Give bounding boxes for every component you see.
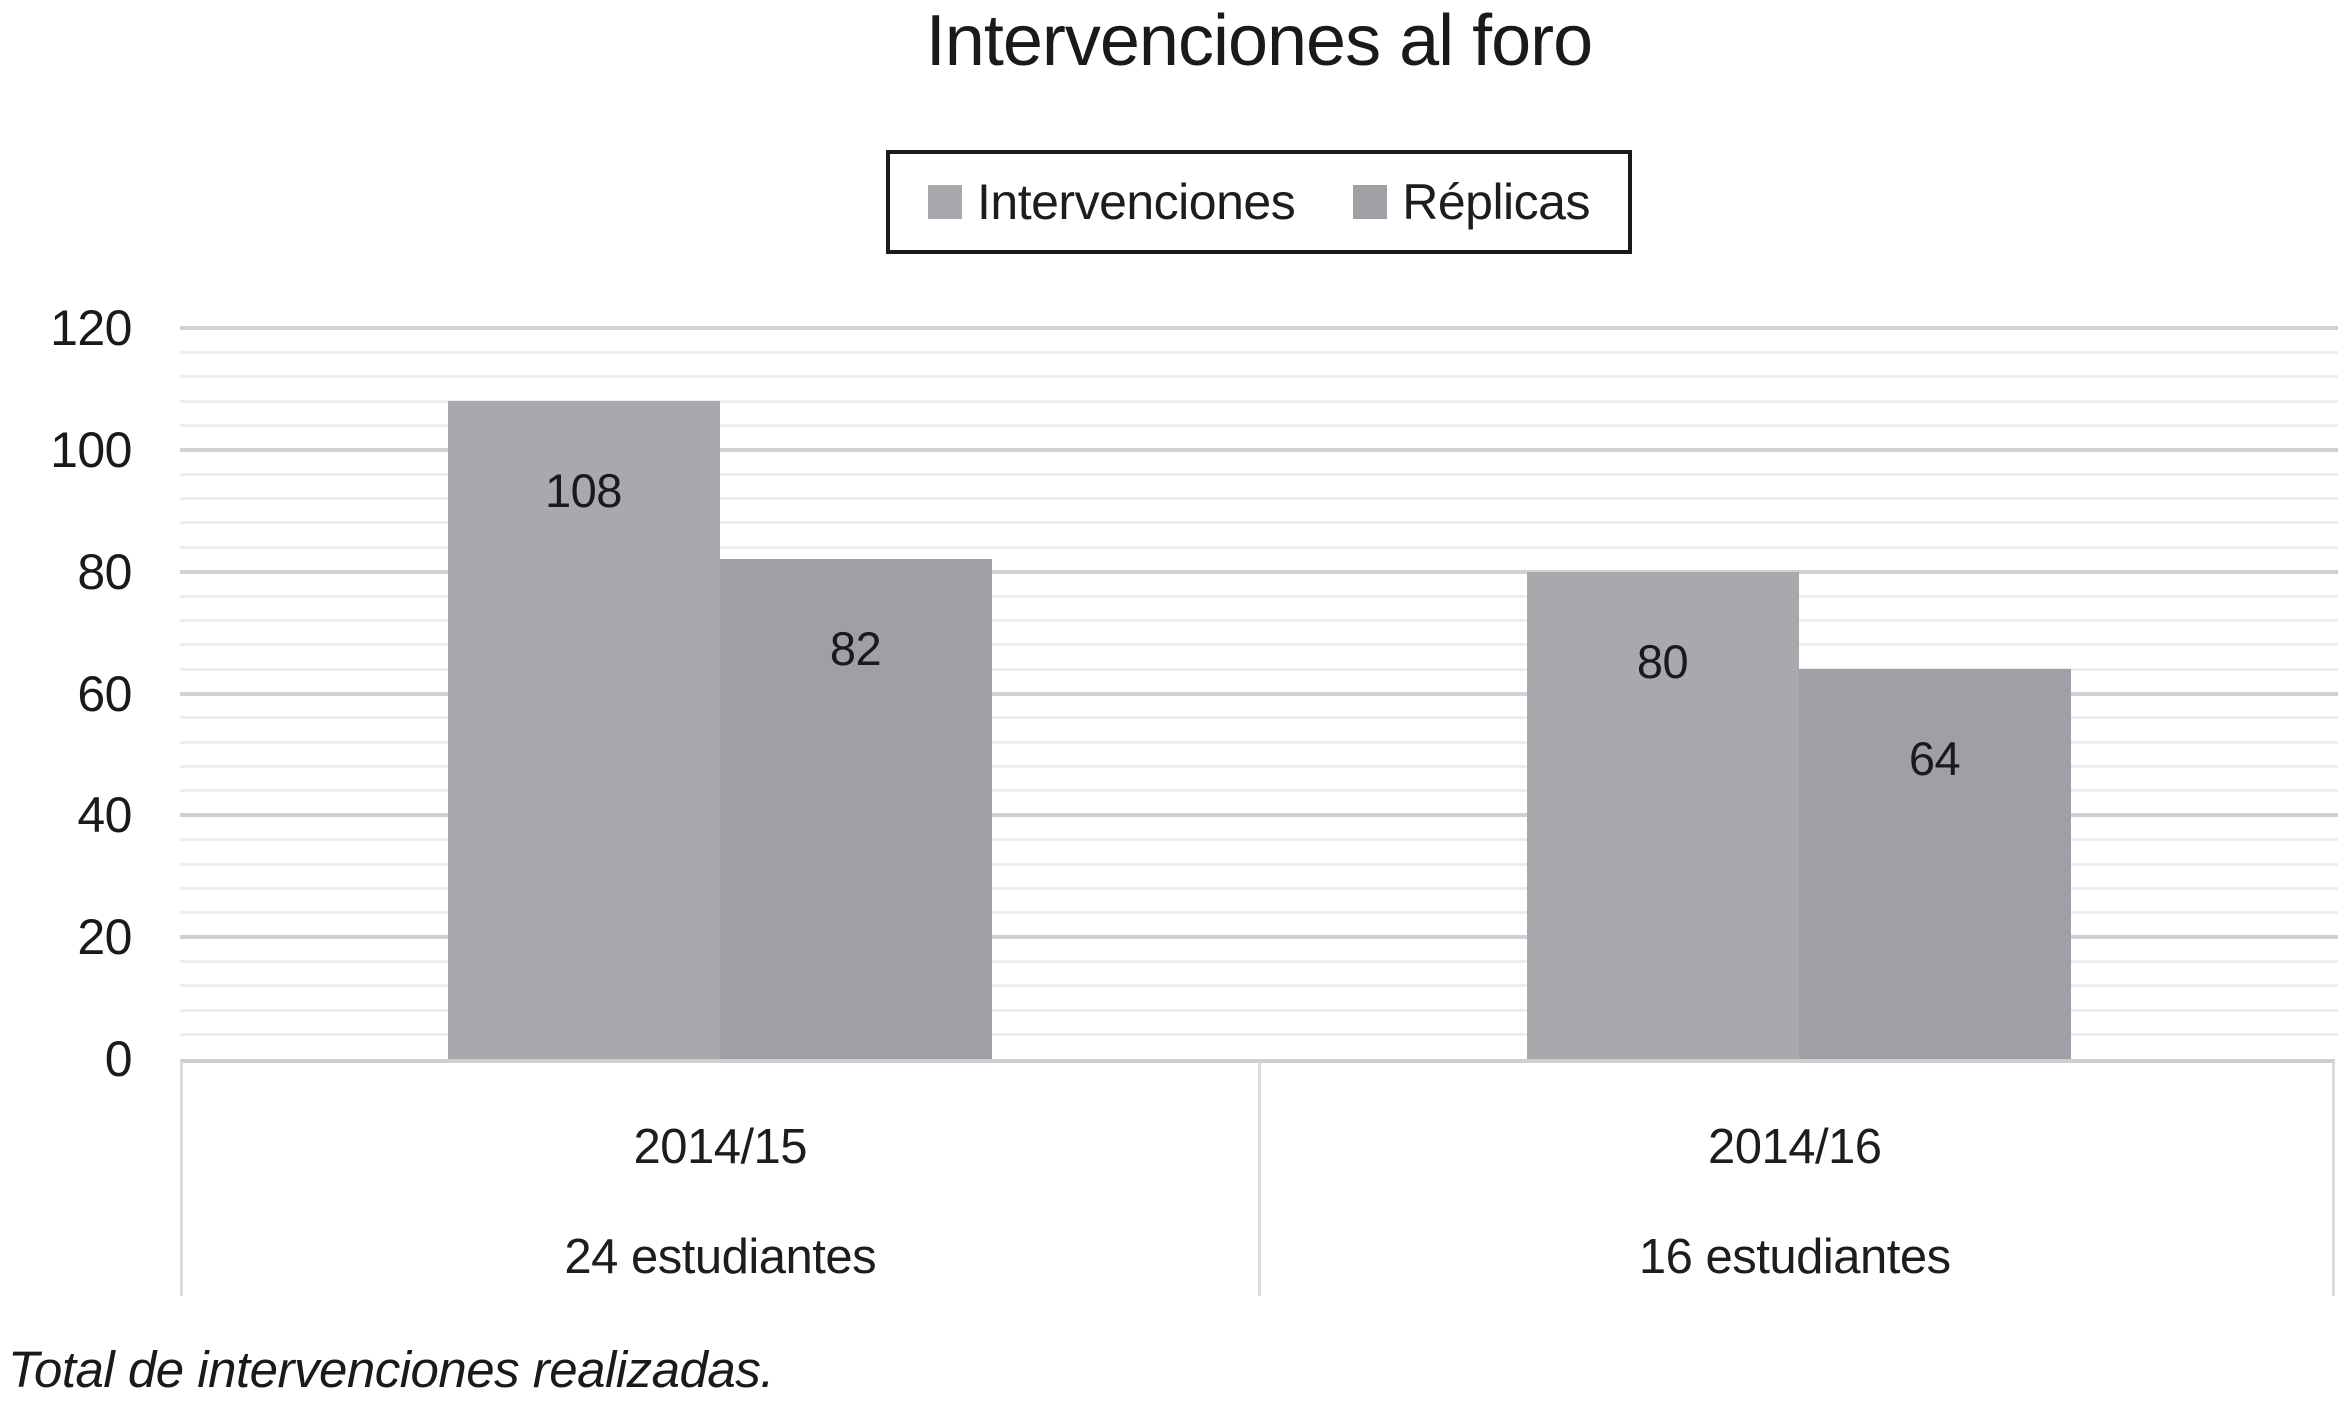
minor-gridline-108 <box>180 399 2338 403</box>
minor-gridline-92 <box>180 497 2338 501</box>
minor-gridline-12 <box>180 984 2338 988</box>
bar-r-plicas-2014-15: 82 <box>719 559 992 1059</box>
legend-swatch-replicas <box>1353 185 1388 219</box>
category-label: 2014/15 <box>633 1120 808 1174</box>
minor-gridline-16 <box>180 960 2338 964</box>
legend-label-intervenciones: Intervenciones <box>977 174 1296 230</box>
minor-gridline-96 <box>180 472 2338 476</box>
minor-gridline-32 <box>180 862 2338 866</box>
minor-gridline-4 <box>180 1033 2338 1037</box>
legend-label-replicas: Réplicas <box>1402 174 1590 230</box>
major-gridline-80 <box>180 569 2338 574</box>
minor-gridline-48 <box>180 765 2338 769</box>
y-tick-label-120: 120 <box>50 300 132 356</box>
bar-value-label: 82 <box>829 622 882 676</box>
minor-gridline-76 <box>180 594 2338 598</box>
minor-gridline-64 <box>180 667 2338 671</box>
minor-gridline-28 <box>180 886 2338 890</box>
y-axis: 0 20 40 60 80 100 120 <box>0 0 140 1419</box>
minor-gridline-24 <box>180 911 2338 915</box>
minor-gridline-84 <box>180 545 2338 549</box>
bar-value-label: 80 <box>1636 634 1689 688</box>
figure-caption: Total de intervenciones realizadas. <box>8 1341 774 1398</box>
y-tick-label-100: 100 <box>50 421 132 478</box>
minor-gridline-8 <box>180 1008 2338 1012</box>
legend-wrap: Intervenciones Réplicas <box>180 150 2338 254</box>
legend: Intervenciones Réplicas <box>886 150 1632 254</box>
minor-gridline-68 <box>180 643 2338 647</box>
y-tick-label-0: 0 <box>104 1031 133 1087</box>
legend-item-replicas: Réplicas <box>1353 173 1590 231</box>
chart-title: Intervenciones al foro <box>925 1 1593 81</box>
minor-gridline-56 <box>180 716 2338 720</box>
minor-gridline-44 <box>180 789 2338 793</box>
y-tick-label-80: 80 <box>77 543 132 600</box>
bar-r-plicas-2014-16: 64 <box>1798 669 2071 1059</box>
minor-gridline-116 <box>180 350 2338 354</box>
bar-intervenciones-2014-15: 108 <box>447 401 720 1059</box>
minor-gridline-104 <box>180 423 2338 427</box>
bar-intervenciones-2014-16: 80 <box>1526 571 1799 1059</box>
minor-gridline-72 <box>180 618 2338 622</box>
category-cell-2014-16: 2014/16 16 estudiantes <box>1258 1063 2333 1296</box>
category-sublabel: 24 estudiantes <box>564 1230 877 1284</box>
minor-gridline-112 <box>180 375 2338 379</box>
category-divider <box>1257 1063 1261 1296</box>
bar-value-label: 64 <box>1908 732 1961 786</box>
major-gridline-20 <box>180 935 2338 940</box>
legend-item-intervenciones: Intervenciones <box>928 173 1296 231</box>
minor-gridline-52 <box>180 740 2338 744</box>
minor-gridline-88 <box>180 521 2338 525</box>
legend-swatch-intervenciones <box>928 185 963 219</box>
x-axis-category-box: 2014/15 24 estudiantes 2014/16 16 estudiant… <box>180 1059 2335 1296</box>
y-tick-label-40: 40 <box>77 787 132 844</box>
category-cell-2014-15: 2014/15 24 estudiantes <box>183 1063 1258 1296</box>
major-gridline-120 <box>180 326 2338 330</box>
major-gridline-60 <box>180 691 2338 696</box>
major-gridline-40 <box>180 813 2338 818</box>
bar-value-label: 108 <box>545 464 622 518</box>
y-tick-label-20: 20 <box>77 909 132 966</box>
major-gridline-100 <box>180 447 2338 452</box>
category-sublabel: 16 estudiantes <box>1638 1230 1951 1284</box>
plot-area: 108 82 80 64 <box>180 326 2338 1059</box>
category-label: 2014/16 <box>1707 1120 1882 1174</box>
y-tick-label-60: 60 <box>77 665 132 722</box>
minor-gridline-36 <box>180 838 2338 842</box>
